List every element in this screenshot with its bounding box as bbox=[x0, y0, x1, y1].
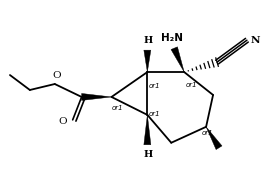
Text: H: H bbox=[144, 150, 153, 159]
Text: or1: or1 bbox=[149, 83, 160, 89]
Polygon shape bbox=[171, 47, 184, 72]
Text: H: H bbox=[144, 36, 153, 45]
Text: or1: or1 bbox=[201, 130, 213, 136]
Text: H₂N: H₂N bbox=[161, 33, 183, 43]
Text: O: O bbox=[58, 117, 67, 126]
Text: or1: or1 bbox=[185, 82, 197, 88]
Text: O: O bbox=[52, 71, 61, 80]
Text: or1: or1 bbox=[112, 105, 123, 111]
Polygon shape bbox=[144, 115, 151, 145]
Polygon shape bbox=[206, 127, 222, 150]
Polygon shape bbox=[144, 50, 151, 72]
Polygon shape bbox=[82, 93, 112, 100]
Text: or1: or1 bbox=[149, 111, 160, 117]
Text: N: N bbox=[251, 36, 260, 45]
